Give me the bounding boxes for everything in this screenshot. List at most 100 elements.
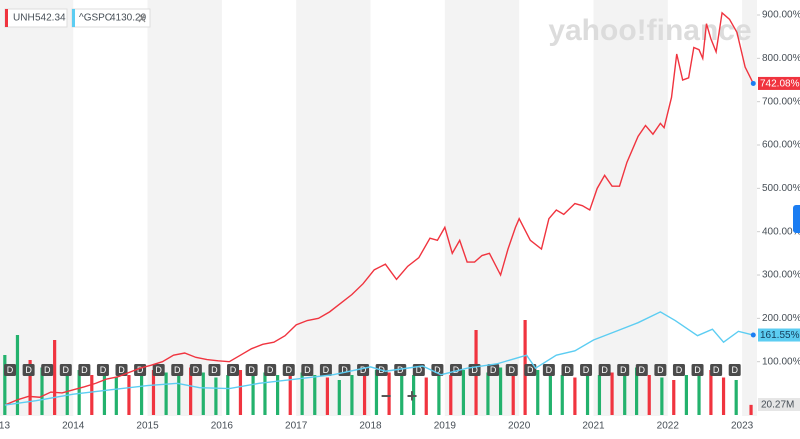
dividend-label: D (155, 365, 162, 375)
volume-bar (226, 375, 230, 415)
volume-bar (573, 377, 577, 415)
volume-bar (597, 375, 602, 415)
legend-name: ^GSPC (79, 13, 112, 24)
dividend-label: D (601, 365, 608, 375)
volume-bar (511, 375, 515, 415)
dividend-label: D (527, 365, 534, 375)
legend-swatch (72, 9, 75, 27)
x-tick-label: 2014 (62, 421, 85, 432)
dividend-label: D (25, 365, 32, 375)
dividend-marker (487, 364, 500, 376)
volume-bar (65, 372, 69, 415)
volume-bar (374, 370, 379, 415)
volume-bar (585, 372, 590, 415)
volume-bar (387, 372, 391, 415)
volume-bar (634, 367, 639, 415)
volume-bar (560, 375, 564, 415)
dividend-label: D (639, 365, 646, 375)
volume-bar (400, 367, 404, 415)
dividend-label: D (267, 365, 274, 375)
dividend-label: D (81, 365, 88, 375)
volume-bar (15, 335, 20, 415)
dividend-label: D (508, 365, 515, 375)
legend-quote: 4130.29 (110, 13, 147, 24)
volume-bar (139, 372, 144, 415)
dividend-label: D (397, 365, 404, 375)
volume-bar (350, 375, 354, 415)
year-band (147, 0, 222, 416)
dividend-marker (208, 364, 221, 376)
dividend-label: D (118, 365, 125, 375)
dividend-label: D (286, 365, 293, 375)
dividend-label: D (694, 365, 701, 375)
volume-bar (325, 377, 330, 415)
dividend-marker (524, 364, 537, 376)
dividend-marker (301, 364, 314, 376)
x-tick-label: 2013 (0, 421, 10, 432)
volume-bar (214, 377, 218, 415)
volume-bar (709, 370, 713, 415)
volume-bar (263, 372, 267, 415)
y-tick-label: 700.00% (762, 96, 800, 107)
y-tick-label: 200.00% (762, 313, 800, 324)
dividend-marker (41, 364, 54, 376)
dividend-label: D (546, 365, 553, 375)
volume-bar (151, 370, 156, 415)
volume-bar (437, 372, 441, 415)
dividend-marker (152, 364, 165, 376)
dividend-label: D (230, 365, 237, 375)
dividend-label: D (7, 365, 14, 375)
series-line (4, 11, 754, 406)
dividend-label: D (100, 365, 107, 375)
volume-bar (189, 367, 193, 415)
dividend-marker (264, 364, 277, 376)
volume-bar (684, 375, 688, 415)
dividend-label: D (323, 365, 330, 375)
dividend-label: D (193, 365, 200, 375)
volume-label: 20.27M (761, 400, 794, 411)
y-tick-label: 400.00% (762, 226, 800, 237)
dividend-label: D (583, 365, 590, 375)
volume-badge (758, 398, 800, 411)
dividend-label: D (44, 365, 51, 375)
volume-bar (749, 404, 753, 415)
dividend-label: D (620, 365, 627, 375)
volume-bar (102, 372, 107, 415)
volume-bar (288, 370, 292, 415)
dividend-label: D (416, 365, 423, 375)
volume-bar (201, 372, 205, 415)
zoom-out[interactable]: − (381, 386, 392, 406)
volume-bar (251, 367, 255, 415)
last-badge (758, 76, 800, 90)
dividend-marker (542, 364, 555, 376)
dividend-marker (449, 364, 462, 376)
zoom-in[interactable]: + (407, 386, 418, 406)
legend-swatch (5, 9, 8, 27)
volume-bar (424, 377, 428, 415)
dividend-marker (580, 364, 593, 376)
x-tick-label: 2023 (731, 421, 754, 432)
plot: 100.00% 200.00% 300.00% 400.00% 500.00% 600.0… (3, 10, 800, 415)
dividend-label: D (657, 365, 664, 375)
last-point (750, 80, 756, 86)
volume-bar (647, 375, 651, 415)
side-tab[interactable] (793, 205, 800, 233)
legend-remove[interactable] (138, 13, 146, 23)
volume-bar (300, 372, 304, 415)
dividend-marker (227, 364, 240, 376)
dividend-marker (282, 364, 295, 376)
volume-bar (337, 380, 341, 415)
volume-bar (697, 372, 701, 415)
x-tick-label: 2017 (285, 421, 308, 432)
dividend-marker (171, 364, 184, 376)
dividend-marker (394, 364, 407, 376)
dividend-label: D (248, 365, 255, 375)
y-tick-label: 900.00% (762, 10, 800, 21)
dividend-marker (357, 364, 370, 376)
dividend-marker (189, 364, 202, 376)
volume-bar (449, 375, 453, 415)
x-tick-label: 2020 (508, 421, 531, 432)
year-band (593, 0, 668, 416)
dividend-marker (617, 364, 630, 376)
volume-bar (276, 375, 280, 415)
